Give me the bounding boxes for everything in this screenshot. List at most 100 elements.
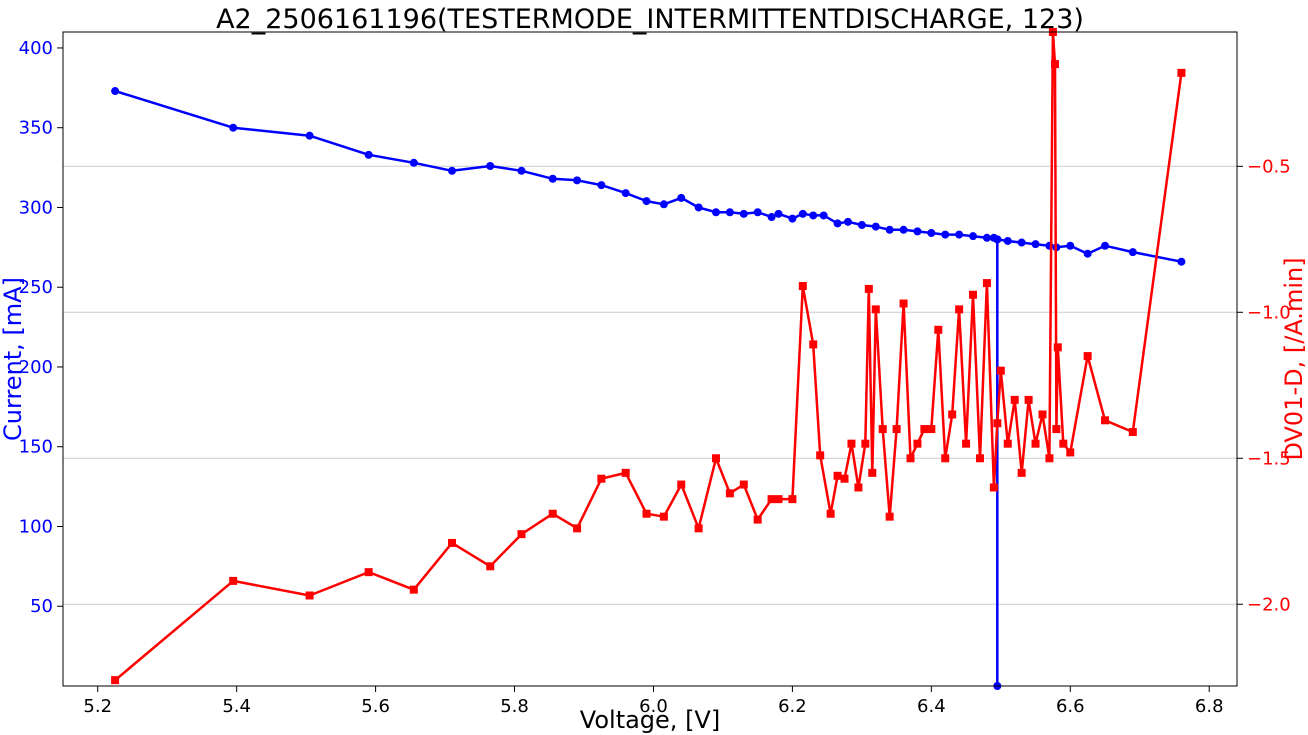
dv-point	[1066, 448, 1075, 457]
dv-point	[711, 454, 720, 463]
current-series	[111, 87, 1186, 690]
dv-point	[982, 279, 991, 288]
chart-title: A2_2506161196(TESTERMODE_INTERMITTENTDIS…	[216, 4, 1084, 35]
dv-point	[1052, 425, 1061, 434]
left-y-tick-label: 50	[30, 596, 53, 617]
dv-point	[934, 325, 943, 334]
current-point	[941, 230, 950, 239]
current-point	[913, 227, 922, 236]
dv-point	[975, 454, 984, 463]
dv-point	[878, 425, 887, 434]
right-y-tick-label: −1.5	[1247, 448, 1291, 469]
current-point	[486, 161, 495, 170]
dv-point	[767, 495, 776, 504]
dv-point	[694, 524, 703, 533]
dv-point	[1177, 68, 1186, 77]
current-point	[448, 166, 457, 175]
dv-point	[989, 483, 998, 492]
dv-point	[1101, 416, 1110, 425]
current-point	[955, 230, 964, 239]
dv-point	[816, 451, 825, 460]
dv-line	[114, 30, 1183, 682]
x-tick-label: 5.4	[222, 696, 251, 717]
dv-point	[1024, 395, 1033, 404]
current-point	[1066, 241, 1075, 250]
current-point	[774, 209, 783, 218]
current-point	[1177, 257, 1186, 266]
left-y-tick-label: 150	[19, 437, 53, 458]
dv-point	[774, 495, 783, 504]
x-axis-label: Voltage, [V]	[580, 706, 720, 734]
dv-point	[739, 480, 748, 489]
dv-point	[847, 439, 856, 448]
dv-point	[1031, 439, 1040, 448]
dv-point	[906, 454, 915, 463]
dv-point	[677, 480, 686, 489]
dv-point	[111, 676, 120, 685]
dv-point	[486, 562, 495, 571]
dv-point	[621, 468, 630, 477]
right-y-axis-label: DV01-D, [/A.min]	[1280, 257, 1308, 460]
current-point	[809, 211, 818, 220]
dv-point	[788, 495, 797, 504]
dv-point	[1038, 410, 1047, 419]
dv-point	[1053, 343, 1062, 352]
dv-point	[642, 509, 651, 518]
dv-point	[597, 474, 606, 483]
current-point	[993, 235, 1002, 244]
current-point	[1083, 249, 1092, 258]
current-point	[1017, 238, 1026, 247]
dv-point	[809, 340, 818, 349]
current-point	[621, 189, 630, 198]
dv-point	[573, 524, 582, 533]
current-point	[899, 225, 908, 234]
dv-point	[885, 512, 894, 521]
dv-point	[996, 366, 1005, 375]
current-point	[798, 209, 807, 218]
current-point	[833, 219, 842, 228]
dv-point	[833, 471, 842, 480]
left-y-tick-label: 400	[19, 38, 53, 59]
dv-point	[826, 509, 835, 518]
dv-point	[969, 290, 978, 299]
dv-point	[941, 454, 950, 463]
right-y-tick-label: −0.5	[1247, 156, 1291, 177]
dv-point	[962, 439, 971, 448]
current-point	[927, 228, 936, 237]
dv-point	[948, 410, 957, 419]
current-point	[1031, 240, 1040, 249]
x-tick-label: 6.6	[1056, 696, 1085, 717]
current-point	[871, 222, 880, 231]
right-y-tick-label: −1.0	[1247, 302, 1291, 323]
dv-point	[548, 509, 557, 518]
dv-point	[927, 425, 936, 434]
current-point	[843, 217, 852, 226]
left-y-tick-label: 100	[19, 516, 53, 537]
plot-frame	[62, 31, 1238, 687]
current-point	[819, 211, 828, 220]
dv-point	[364, 568, 373, 577]
dv-point	[955, 305, 964, 314]
x-tick-label: 6.4	[917, 696, 946, 717]
current-point	[885, 225, 894, 234]
right-y-tick-label: −2.0	[1247, 594, 1291, 615]
current-line	[114, 89, 1182, 688]
current-point	[1003, 236, 1012, 245]
dv-point	[1045, 454, 1054, 463]
dv-point	[1083, 352, 1092, 361]
dv-point	[1017, 468, 1026, 477]
current-point	[1101, 241, 1110, 250]
dv-point	[305, 591, 314, 600]
left-y-tick-label: 250	[19, 277, 53, 298]
dv-point	[861, 439, 870, 448]
dv-point	[892, 425, 901, 434]
dv-point	[1050, 60, 1059, 69]
dv-point	[840, 474, 849, 483]
current-point	[677, 193, 686, 202]
dv-point	[659, 512, 668, 521]
current-point	[597, 181, 606, 190]
current-point	[548, 174, 557, 183]
left-y-tick-label: 350	[19, 118, 53, 139]
current-point	[364, 150, 373, 159]
